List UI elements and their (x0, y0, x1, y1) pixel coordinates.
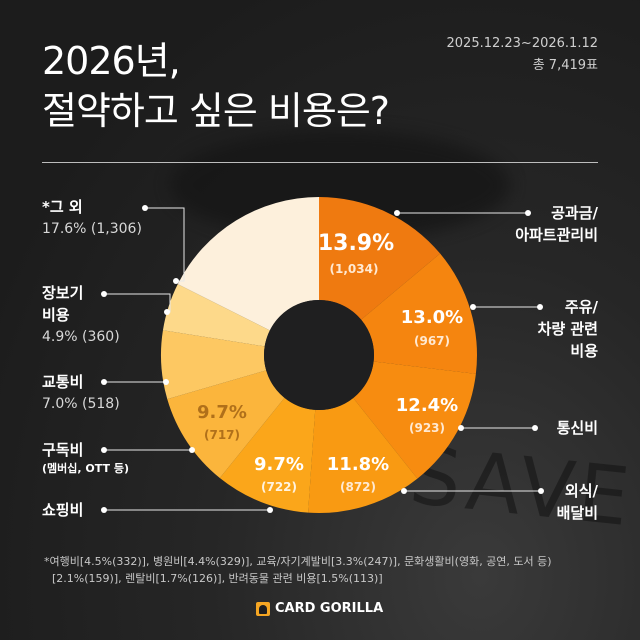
brand-name: CARD GORILLA (275, 601, 384, 616)
callout-fuel-name-3: 비용 (570, 342, 598, 360)
pct-telecom: 12.4% (396, 395, 458, 416)
pct-fuel: 13.0% (401, 307, 463, 328)
inner-value-labels: 13.9% (1,034) 13.0% (967) 12.4% (923) 11… (197, 231, 463, 494)
donut-slice (308, 398, 418, 514)
callout-subscription-name: 구독비 (42, 441, 84, 459)
leader-others (145, 207, 185, 282)
callout-others-value: 17.6% (1,306) (42, 221, 142, 237)
pct-dining: 11.8% (327, 454, 389, 475)
callout-subscription: 구독비 (멤버십, OTT 등) (42, 439, 129, 477)
callout-utilities-name-1: 공과금/ (551, 204, 598, 222)
callout-utilities-name-2: 아파트관리비 (515, 226, 598, 244)
footnote: *여행비[4.5%(332)], 병원비[4.4%(329)], 교육/자기계발… (44, 553, 604, 587)
callout-telecom: 통신비 (557, 417, 598, 439)
pct-utilities: 13.9% (318, 231, 394, 256)
callout-others: *그 외 17.6% (1,306) (42, 196, 142, 240)
callout-fuel-name-1: 주유/ (564, 298, 598, 316)
count-shopping: (722) (261, 480, 297, 494)
footnote-line-1: *여행비[4.5%(332)], 병원비[4.4%(329)], 교육/자기계발… (44, 555, 552, 568)
callout-transport-value: 7.0% (518) (42, 396, 120, 412)
donut-slice (167, 370, 285, 478)
leader-lines (101, 205, 544, 513)
total-votes: 총 7,419표 (532, 58, 598, 73)
header-divider (42, 162, 598, 163)
title-line-2: 절약하고 싶은 비용은? (42, 89, 390, 133)
page-title: 2026년, 절약하고 싶은 비용은? (42, 36, 390, 136)
donut-slice (162, 284, 270, 347)
date-range: 2025.12.23~2026.1.12 (446, 36, 599, 51)
pct-subscription: 9.7% (197, 402, 247, 423)
footnote-line-2: [2.1%(159)], 렌탈비[1.7%(126)], 반려동물 관련 비용[… (52, 572, 383, 585)
donut-slice (361, 253, 477, 374)
callout-transport-name: 교통비 (42, 373, 84, 391)
donut-slice (353, 361, 476, 479)
callout-dining-name-1: 외식/ (564, 482, 598, 500)
donut-slices (160, 197, 477, 514)
callout-groceries-name-2: 비용 (42, 306, 70, 324)
callout-others-name: *그 외 (42, 198, 83, 216)
callout-utilities: 공과금/ 아파트관리비 (515, 202, 598, 246)
callout-shopping: 쇼핑비 (42, 499, 83, 521)
count-dining: (872) (340, 480, 376, 494)
callout-transport: 교통비 7.0% (518) (42, 371, 120, 415)
count-subscription: (717) (204, 428, 240, 442)
donut-slice (177, 197, 319, 331)
donut-hole (264, 300, 374, 410)
callout-fuel-name-2: 차량 관련 (537, 320, 598, 338)
count-telecom: (923) (409, 421, 445, 435)
callout-shopping-name: 쇼핑비 (42, 501, 84, 519)
callout-groceries: 장보기 비용 4.9% (360) (42, 282, 120, 348)
donut-slice (160, 330, 267, 400)
count-fuel: (967) (414, 334, 450, 348)
callout-dining: 외식/ 배달비 (557, 480, 598, 524)
callout-subscription-sub: (멤버십, OTT 등) (42, 462, 129, 475)
pct-shopping: 9.7% (254, 454, 304, 475)
donut-slice (319, 197, 441, 320)
survey-meta: 2025.12.23~2026.1.12 총 7,419표 (447, 33, 599, 77)
donut-slice (219, 397, 316, 513)
title-line-1: 2026년, (42, 39, 181, 83)
gorilla-icon (256, 601, 270, 616)
callout-dining-name-2: 배달비 (556, 504, 598, 522)
count-utilities: (1,034) (330, 262, 379, 276)
callout-groceries-name-1: 장보기 (42, 284, 84, 302)
callout-fuel: 주유/ 차량 관련 비용 (538, 296, 598, 362)
brand-logo: CARD GORILLA (256, 601, 383, 616)
callout-telecom-name: 통신비 (556, 419, 598, 437)
callout-groceries-value: 4.9% (360) (42, 329, 120, 345)
